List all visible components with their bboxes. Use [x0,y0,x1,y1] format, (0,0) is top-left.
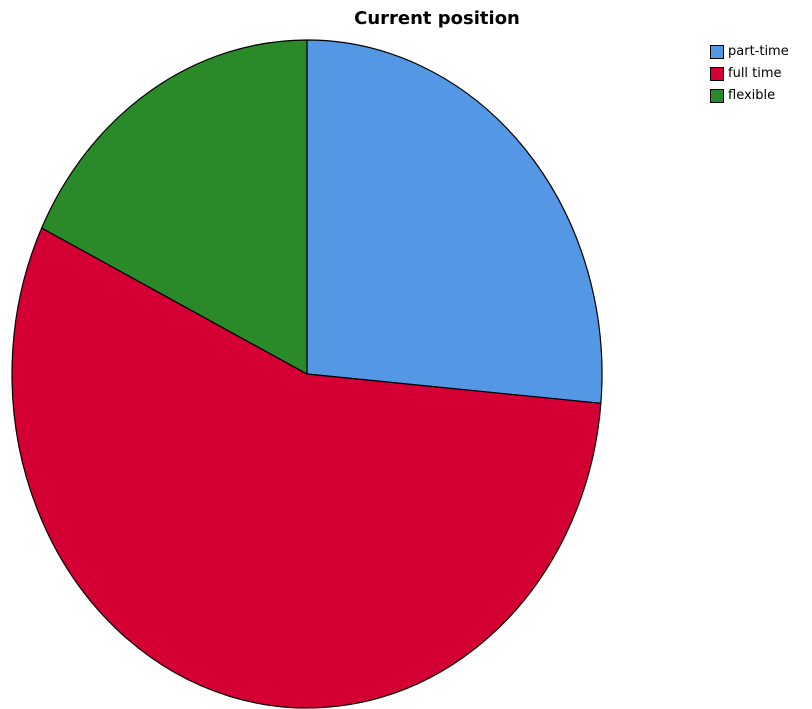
legend-item-flexible: flexible [710,85,789,107]
pie-slice-part-time [306,39,603,404]
legend-label-full-time: full time [728,66,782,81]
legend-swatch-flexible [710,89,724,103]
legend-item-part-time: part-time [710,41,789,63]
legend: part-time full time flexible [710,41,789,107]
legend-label-flexible: flexible [728,88,776,103]
legend-swatch-part-time [710,45,724,59]
pie-slice-flexible [41,39,308,375]
legend-swatch-full-time [710,67,724,81]
chart-title: Current position [354,8,520,29]
legend-item-full-time: full time [710,63,789,85]
legend-label-part-time: part-time [728,44,789,59]
pie-slice-full-time [11,227,602,709]
